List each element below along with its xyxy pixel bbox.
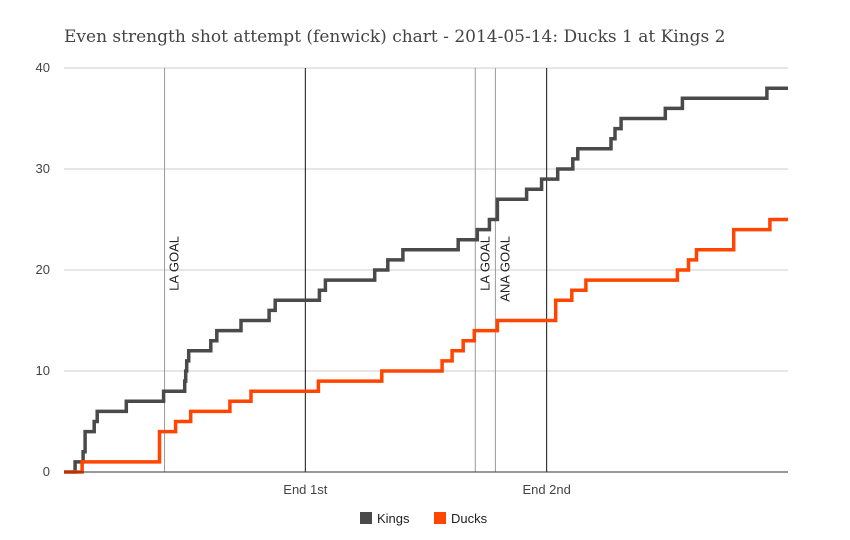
y-tick-label: 40	[36, 60, 50, 75]
y-tick-label: 20	[36, 262, 50, 277]
legend-label-ducks: Ducks	[451, 511, 488, 526]
y-tick-label: 10	[36, 363, 50, 378]
series-lines	[64, 86, 788, 474]
goal-label: LA GOAL	[167, 236, 182, 291]
goal-label: LA GOAL	[477, 236, 492, 291]
series-line-kings	[64, 86, 788, 474]
y-axis-ticks: 0 10 20 30 40	[36, 60, 50, 479]
legend-swatch-ducks	[434, 512, 446, 524]
series-line-ducks	[64, 217, 788, 474]
legend-swatch-kings	[360, 512, 372, 524]
x-tick-label: End 1st	[283, 482, 327, 497]
y-tick-label: 30	[36, 161, 50, 176]
goal-label: ANA GOAL	[497, 236, 512, 302]
legend: Kings Ducks	[360, 511, 488, 526]
x-axis-ticks: End 1st End 2nd	[283, 482, 571, 497]
x-tick-label: End 2nd	[522, 482, 570, 497]
chart-title: Even strength shot attempt (fenwick) cha…	[64, 27, 726, 47]
y-tick-label: 0	[43, 464, 50, 479]
legend-label-kings: Kings	[377, 511, 410, 526]
event-lines: LA GOAL LA GOAL ANA GOAL	[164, 68, 548, 472]
